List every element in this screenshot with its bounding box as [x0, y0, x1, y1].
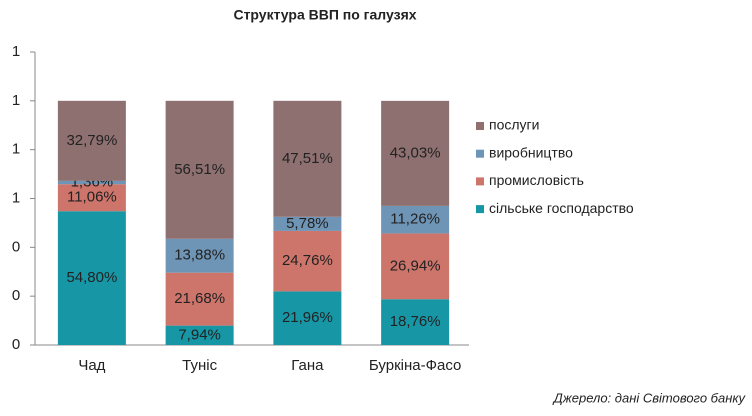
bar-segment	[57, 180, 126, 185]
bar-segment	[273, 216, 342, 231]
bar-segment	[57, 211, 126, 345]
bar-segment	[165, 272, 234, 326]
legend-swatch	[476, 177, 484, 186]
bar-segment	[381, 233, 450, 300]
x-tick-label: Буркіна-Фасо	[369, 357, 461, 374]
y-tick-label: 1	[12, 92, 20, 109]
x-tick-label: Гана	[291, 357, 324, 374]
legend-swatch	[476, 205, 484, 214]
bar-segment	[165, 100, 234, 239]
data-label: 11,06%	[67, 189, 117, 206]
data-label: 13,88%	[174, 247, 225, 264]
y-tick-label: 1	[12, 43, 20, 60]
data-label: 5,78%	[286, 215, 329, 232]
x-tick-label: Туніс	[182, 357, 217, 374]
legend-swatch	[476, 122, 484, 130]
data-label: 24,76%	[282, 252, 333, 269]
data-label: 43,03%	[390, 144, 441, 161]
data-label: 56,51%	[174, 161, 225, 178]
bar-segment	[381, 100, 450, 206]
legend-label: виробництво	[489, 144, 573, 160]
legend-label: сільське господарство	[489, 200, 634, 216]
bar-segment	[57, 100, 126, 181]
bar-segment	[165, 325, 234, 345]
data-label: 7,94%	[178, 326, 221, 343]
bar-segment	[381, 299, 450, 345]
x-tick-label: Чад	[78, 357, 105, 374]
bar-segment	[381, 205, 450, 234]
y-tick-label: 0	[12, 336, 20, 353]
bar-segment	[273, 291, 342, 345]
y-tick-label: 1	[12, 189, 20, 206]
chart-title: Структура ВВП по галузях	[233, 7, 416, 23]
y-tick-label: 1	[12, 141, 20, 158]
data-label: 32,79%	[66, 132, 117, 149]
data-label: 21,96%	[282, 309, 333, 326]
y-tick-label: 0	[12, 238, 20, 255]
data-label: 26,94%	[390, 257, 441, 274]
y-tick-label: 0	[12, 287, 20, 304]
bar-segment	[273, 230, 342, 292]
bar-segment	[273, 100, 342, 217]
data-label: 54,80%	[66, 269, 117, 286]
data-label: 18,76%	[390, 313, 441, 330]
legend-swatch	[476, 149, 484, 158]
data-label: 11,26%	[390, 211, 440, 228]
bar-segment	[57, 184, 126, 212]
source-note: Джерело: дані Світового банку	[552, 390, 747, 405]
legend-label: промисловість	[489, 172, 584, 188]
data-label: 21,68%	[174, 290, 225, 307]
legend-label: послуги	[489, 117, 539, 133]
data-label: 47,51%	[282, 150, 333, 167]
bar-segment	[165, 238, 234, 273]
